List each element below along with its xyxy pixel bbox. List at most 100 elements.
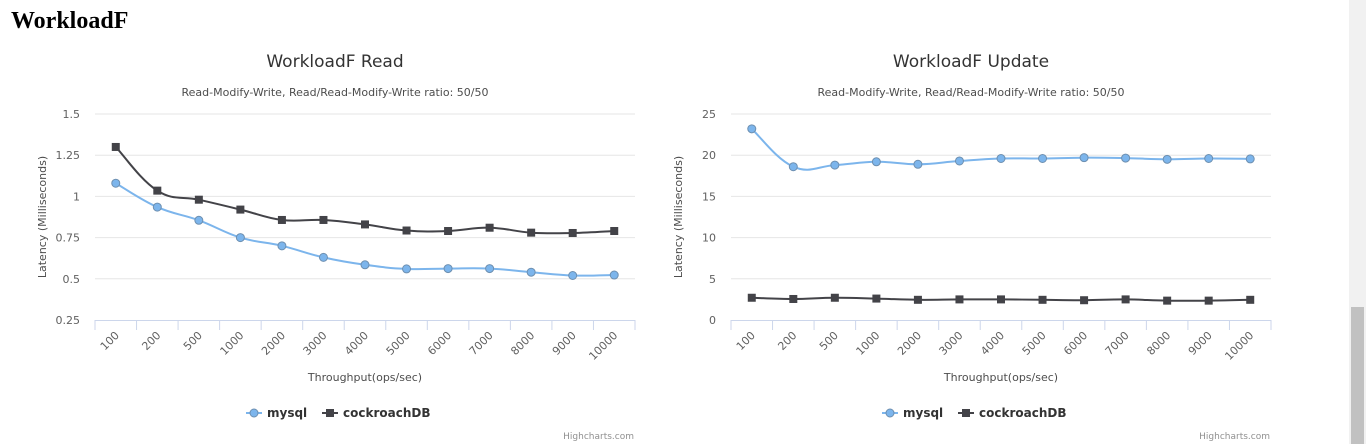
- data-point-mysql[interactable]: [1079, 153, 1089, 163]
- legend-label-mysql: mysql: [267, 406, 307, 420]
- data-point-mysql[interactable]: [788, 162, 798, 172]
- legend-marker-cockroachDB: [962, 409, 970, 417]
- x-tick-label: 3000: [937, 329, 966, 358]
- legend-marker-cockroachDB: [326, 409, 334, 417]
- y-tick-label: 0.25: [56, 314, 81, 327]
- data-point-cockroachDB[interactable]: [568, 228, 577, 237]
- x-tick-label: 6000: [425, 329, 454, 358]
- credits-link[interactable]: Highcharts.com: [1199, 432, 1270, 442]
- data-point-cockroachDB[interactable]: [872, 294, 881, 303]
- data-point-cockroachDB[interactable]: [402, 226, 411, 235]
- data-point-cockroachDB[interactable]: [1163, 296, 1172, 305]
- data-point-mysql[interactable]: [111, 178, 121, 188]
- data-point-mysql[interactable]: [1245, 154, 1255, 164]
- legend-label-cockroachDB: cockroachDB: [343, 406, 430, 420]
- x-tick-label: 9000: [1186, 329, 1215, 358]
- data-point-mysql[interactable]: [1204, 153, 1214, 163]
- legend-item-cockroachDB[interactable]: cockroachDB: [958, 406, 1066, 420]
- legend-item-mysql[interactable]: mysql: [882, 406, 943, 420]
- y-tick-label: 10: [702, 232, 716, 245]
- data-point-cockroachDB[interactable]: [111, 142, 120, 151]
- data-point-cockroachDB[interactable]: [277, 215, 286, 224]
- data-point-mysql[interactable]: [830, 160, 840, 170]
- x-tick-label: 1000: [218, 329, 247, 358]
- data-point-mysql[interactable]: [485, 264, 495, 274]
- x-tick-label: 4000: [978, 329, 1007, 358]
- data-point-mysql[interactable]: [235, 233, 245, 243]
- x-tick-label: 2000: [895, 329, 924, 358]
- page-title: WorkloadF: [11, 8, 129, 34]
- data-point-mysql[interactable]: [402, 264, 412, 274]
- data-point-cockroachDB[interactable]: [485, 223, 494, 232]
- data-point-cockroachDB[interactable]: [1121, 295, 1130, 304]
- data-point-mysql[interactable]: [747, 124, 757, 134]
- series-line-mysql: [751, 128, 1251, 171]
- data-point-cockroachDB[interactable]: [236, 205, 245, 214]
- data-point-mysql[interactable]: [526, 267, 536, 277]
- data-point-mysql[interactable]: [277, 241, 287, 251]
- x-tick-label: 8000: [508, 329, 537, 358]
- workloadf-update-chart-svg: WorkloadF Update Read-Modify-Write, Read/…: [672, 52, 1272, 442]
- data-point-cockroachDB[interactable]: [789, 294, 798, 303]
- data-point-cockroachDB[interactable]: [955, 295, 964, 304]
- x-tick-label: 500: [817, 329, 841, 353]
- x-tick-label: 1000: [854, 329, 883, 358]
- data-point-cockroachDB[interactable]: [1246, 295, 1255, 304]
- data-point-cockroachDB[interactable]: [1038, 295, 1047, 304]
- data-point-cockroachDB[interactable]: [194, 195, 203, 204]
- data-point-cockroachDB[interactable]: [319, 215, 328, 224]
- credits-link[interactable]: Highcharts.com: [563, 432, 634, 442]
- data-point-cockroachDB[interactable]: [830, 293, 839, 302]
- workloadf-update-chart: WorkloadF Update Read-Modify-Write, Read/…: [636, 40, 1276, 444]
- x-axis-title: Throughput(ops/sec): [943, 371, 1058, 384]
- y-tick-label: 1.5: [63, 108, 81, 121]
- y-tick-label: 0.5: [63, 273, 81, 286]
- data-point-cockroachDB[interactable]: [747, 293, 756, 302]
- data-point-cockroachDB[interactable]: [153, 186, 162, 195]
- legend-item-mysql[interactable]: mysql: [246, 406, 307, 420]
- data-point-mysql[interactable]: [1121, 153, 1131, 163]
- data-point-cockroachDB[interactable]: [913, 295, 922, 304]
- chart-title: WorkloadF Read: [266, 52, 403, 72]
- series-line-cockroachDB: [115, 146, 615, 235]
- data-point-cockroachDB[interactable]: [997, 295, 1005, 304]
- x-tick-label: 200: [139, 329, 163, 353]
- y-axis-title: Latency (Milliseconds): [36, 156, 49, 278]
- x-tick-label: 7000: [467, 329, 496, 358]
- x-tick-label: 10000: [1222, 329, 1256, 363]
- data-point-cockroachDB[interactable]: [361, 220, 369, 229]
- data-point-cockroachDB[interactable]: [610, 227, 619, 236]
- scrollbar-thumb[interactable]: [1351, 307, 1364, 444]
- legend-item-cockroachDB[interactable]: cockroachDB: [322, 406, 430, 420]
- x-tick-label: 100: [734, 329, 758, 353]
- data-point-mysql[interactable]: [443, 264, 453, 274]
- x-tick-label: 5000: [1020, 329, 1049, 358]
- data-point-mysql[interactable]: [360, 260, 370, 270]
- x-tick-label: 200: [775, 329, 799, 353]
- data-point-mysql[interactable]: [318, 252, 328, 262]
- x-tick-label: 2000: [259, 329, 288, 358]
- x-tick-label: 10000: [586, 329, 620, 363]
- data-point-mysql[interactable]: [194, 215, 204, 225]
- data-point-mysql[interactable]: [609, 270, 619, 280]
- data-point-mysql[interactable]: [1038, 153, 1048, 163]
- legend-label-mysql: mysql: [903, 406, 943, 420]
- data-point-cockroachDB[interactable]: [1204, 296, 1213, 305]
- data-point-mysql[interactable]: [152, 202, 162, 212]
- legend-marker-mysql: [885, 408, 895, 418]
- y-tick-label: 5: [709, 273, 716, 286]
- data-point-mysql[interactable]: [954, 156, 964, 166]
- workloadf-read-chart: WorkloadF Read Read-Modify-Write, Read/Re…: [0, 40, 640, 444]
- data-point-cockroachDB[interactable]: [1080, 296, 1089, 305]
- data-point-mysql[interactable]: [1162, 154, 1172, 164]
- x-tick-label: 100: [98, 329, 122, 353]
- data-point-mysql[interactable]: [568, 271, 578, 281]
- x-tick-label: 500: [181, 329, 205, 353]
- data-point-cockroachDB[interactable]: [527, 228, 536, 237]
- data-point-mysql[interactable]: [871, 157, 881, 167]
- data-point-cockroachDB[interactable]: [444, 227, 453, 236]
- data-point-mysql[interactable]: [913, 159, 923, 169]
- y-tick-label: 25: [702, 108, 716, 121]
- data-point-mysql[interactable]: [996, 153, 1006, 163]
- y-tick-label: 1.25: [56, 149, 81, 162]
